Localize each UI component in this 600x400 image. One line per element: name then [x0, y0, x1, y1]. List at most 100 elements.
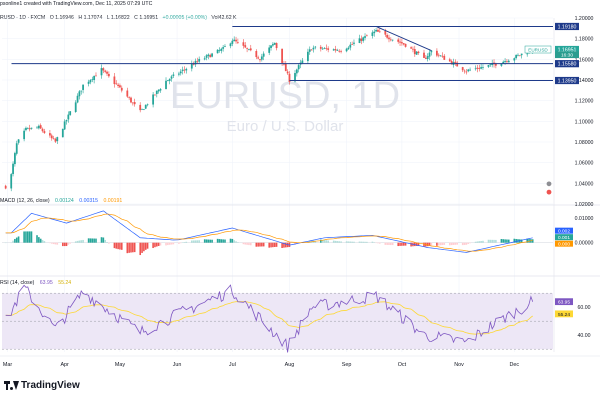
- candle-body: [102, 68, 105, 71]
- price-pane[interactable]: [4, 25, 553, 192]
- macd-histogram-bar: [69, 242, 71, 244]
- candle-body: [340, 51, 342, 52]
- macd-histogram-bar: [399, 242, 401, 246]
- candle-body: [375, 30, 377, 32]
- time-tick-label: Oct: [398, 362, 407, 368]
- macd-histogram-bar: [261, 242, 263, 247]
- candle-body: [69, 111, 72, 115]
- macd-value-tag-text: 0.001: [558, 235, 570, 241]
- candle-body: [270, 45, 272, 49]
- macd-value-tag: [555, 227, 573, 234]
- macd-histogram-bar: [531, 239, 534, 243]
- candle-body: [207, 54, 210, 56]
- macd-histogram-bar: [194, 240, 197, 243]
- macd-histogram-bar: [115, 242, 118, 249]
- time-tick-label: Mar: [3, 362, 12, 368]
- time-axis[interactable]: Mar Apr May Jun Jul Aug Sep Oct Nov Dec: [0, 355, 600, 368]
- macd-histogram-bar: [528, 238, 530, 243]
- macd-title[interactable]: MACD (12, 26, close): [0, 198, 50, 204]
- candle-body: [284, 63, 287, 72]
- macd-histogram-bar: [249, 242, 252, 246]
- rsi-background-band: [2, 293, 553, 350]
- candle-body: [131, 102, 134, 104]
- macd-histogram-bar: [231, 238, 234, 243]
- macd-histogram-bar: [377, 242, 379, 244]
- economic-event-icon[interactable]: [546, 189, 552, 195]
- macd-histogram-bar: [246, 242, 248, 245]
- macd-histogram-bar: [39, 238, 42, 243]
- macd-histogram-bar: [482, 240, 484, 243]
- macd-histogram-bar: [120, 242, 123, 250]
- candle-body: [203, 58, 206, 60]
- candle-body: [373, 31, 376, 34]
- candle-body: [478, 68, 481, 69]
- price-tick-label: 1.18000: [575, 37, 594, 43]
- rsi-value-tag-text: 55.24: [558, 312, 570, 318]
- macd-histogram-bar: [192, 240, 195, 243]
- candle-body: [410, 47, 413, 49]
- rsi-pane[interactable]: [2, 284, 553, 353]
- macd-histogram-bar: [480, 240, 482, 243]
- candle-body: [388, 37, 390, 40]
- price-axis[interactable]: 1.20000 1.18000 1.16000 1.14000 1.12000 1.100…: [524, 16, 594, 339]
- candle-body: [312, 47, 315, 50]
- macd-histogram-bar: [502, 239, 505, 243]
- last-price-tag[interactable]: [555, 45, 579, 54]
- level-price-tag[interactable]: [555, 76, 579, 85]
- macd-histogram-bar: [478, 241, 481, 243]
- economic-event-icon[interactable]: [546, 181, 552, 187]
- candle-body: [37, 125, 40, 129]
- macd-histogram-bar: [520, 239, 523, 243]
- candle-body: [133, 102, 136, 105]
- trendline[interactable]: [375, 26, 432, 52]
- macd-histogram-bar: [410, 242, 412, 247]
- macd-histogram-bar: [353, 241, 355, 243]
- macd-histogram-bar: [178, 242, 180, 244]
- price-tick-label: 1.06000: [575, 161, 594, 167]
- candle-body: [181, 69, 184, 71]
- rsi-tick-label: 60.00: [578, 305, 591, 311]
- candle-body: [82, 84, 84, 90]
- macd-histogram-bar: [338, 241, 341, 243]
- macd-value-tag-text: 0.000: [558, 241, 570, 247]
- candle-body: [351, 44, 354, 45]
- macd-histogram-bar: [26, 231, 29, 243]
- candle-body: [476, 67, 479, 69]
- candle-body: [172, 74, 175, 76]
- candle-body: [487, 64, 490, 67]
- candle-body: [437, 54, 440, 56]
- macd-histogram-bar: [436, 242, 438, 246]
- candle-body: [233, 39, 236, 42]
- level-price-tag-text: 1.15580: [558, 62, 577, 68]
- candle-body: [89, 79, 92, 83]
- candle-body: [454, 61, 457, 63]
- macd-pane[interactable]: [2, 210, 553, 256]
- rsi-title[interactable]: RSI (14, close): [0, 280, 35, 286]
- macd-histogram-bar: [155, 242, 158, 247]
- candle-body: [155, 90, 158, 95]
- candle-body: [255, 51, 258, 58]
- macd-histogram-bar: [493, 239, 495, 243]
- macd-histogram-bar: [233, 240, 235, 243]
- candle-body: [384, 30, 387, 35]
- macd-histogram-bar: [95, 238, 97, 243]
- candle-body: [128, 97, 131, 99]
- candle-body: [113, 76, 116, 85]
- candle-body: [157, 89, 160, 92]
- symbol-tag-text: EURUSD: [528, 47, 548, 52]
- macd-histogram-bar: [456, 242, 458, 245]
- macd-histogram-bar: [507, 239, 510, 243]
- macd-histogram-bar: [283, 242, 285, 248]
- macd-histogram-bar: [170, 242, 173, 245]
- tradingview-logo[interactable]: TradingView: [4, 380, 80, 391]
- macd-histogram-bar: [351, 241, 353, 243]
- candle-body: [456, 62, 459, 67]
- candle-body: [502, 61, 505, 64]
- level-price-tag[interactable]: [555, 22, 579, 31]
- level-price-tag[interactable]: [555, 60, 579, 68]
- macd-histogram-bar: [50, 242, 53, 244]
- candle-body: [448, 59, 451, 62]
- candle-body: [323, 48, 326, 49]
- macd-histogram-bar: [323, 239, 326, 243]
- candle-body: [10, 174, 13, 189]
